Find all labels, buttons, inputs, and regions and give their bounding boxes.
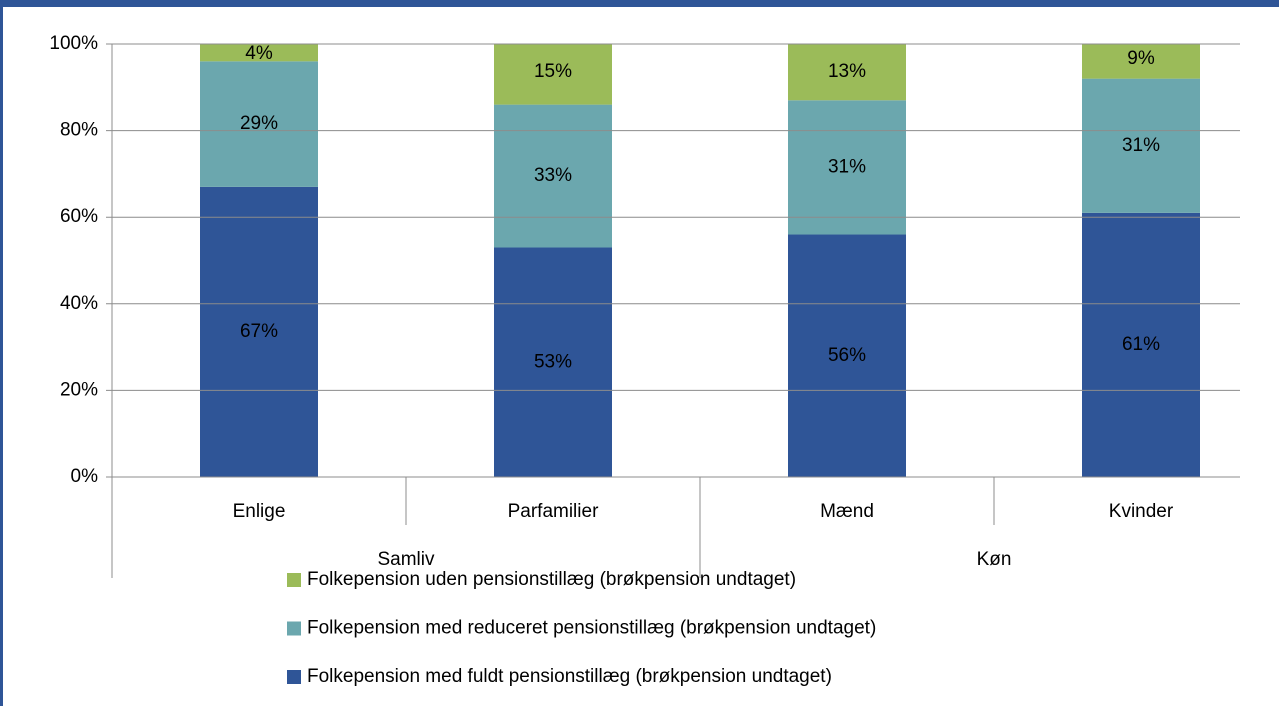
y-tick-label: 80% (60, 120, 98, 141)
x-tick-label: Enlige (233, 501, 286, 522)
x-tick-label: Mænd (820, 501, 874, 522)
bar-segment (788, 234, 906, 477)
data-label: 31% (1122, 135, 1160, 156)
y-tick-label: 60% (60, 206, 98, 227)
bar-segment (494, 247, 612, 477)
bar-segment (200, 61, 318, 187)
bar-segment (200, 186, 318, 477)
data-label: 61% (1122, 334, 1160, 355)
bar-segment (1082, 212, 1200, 477)
legend-swatch (287, 621, 301, 636)
bar-segment (494, 44, 612, 105)
y-tick-label: 0% (71, 466, 99, 487)
data-label: 15% (534, 61, 572, 82)
bar-segment (200, 44, 318, 62)
legend-label: Folkepension med fuldt pensionstillæg (b… (307, 666, 832, 687)
group-label: Køn (977, 549, 1012, 570)
data-label: 29% (240, 113, 278, 134)
legend-label: Folkepension med reduceret pensionstillæ… (307, 618, 876, 639)
bars (200, 44, 1200, 477)
x-tick-label: Kvinder (1109, 501, 1174, 522)
group-label: Samliv (377, 549, 435, 570)
legend-swatch (287, 573, 301, 587)
data-label: 53% (534, 351, 572, 372)
header-band (0, 0, 1279, 7)
y-tick-label: 40% (60, 293, 98, 314)
data-label: 9% (1127, 48, 1155, 69)
bar-segment (494, 104, 612, 248)
legend-label: Folkepension uden pensionstillæg (brøkpe… (307, 569, 796, 590)
y-tick-label: 20% (60, 379, 98, 400)
data-label: 56% (828, 345, 866, 366)
data-label: 67% (240, 321, 278, 342)
x-tick-label: Parfamilier (508, 501, 599, 522)
data-label: 31% (828, 156, 866, 177)
bar-segment (1082, 44, 1200, 79)
data-label: 4% (245, 43, 273, 64)
data-label: 33% (534, 165, 572, 186)
bar-segment (788, 44, 906, 101)
y-tick-label: 100% (49, 33, 98, 54)
data-label: 13% (828, 61, 866, 82)
frame-border (0, 0, 3, 706)
legend-swatch (287, 670, 301, 684)
bar-segment (788, 100, 906, 235)
bar-segment (1082, 78, 1200, 213)
